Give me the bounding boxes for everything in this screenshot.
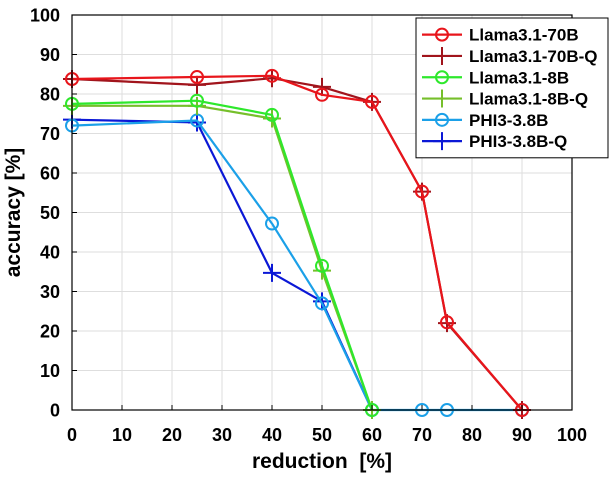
legend-marker (435, 27, 449, 42)
legend-item: Llama3.1-8B-Q (422, 89, 588, 109)
legend-label: Llama3.1-70B (469, 26, 579, 45)
y-tick-label: 0 (50, 401, 60, 421)
series-line (71, 99, 374, 411)
series-line (71, 74, 523, 411)
y-tick-label: 10 (40, 361, 60, 381)
x-tick-label: 50 (312, 425, 332, 445)
data-point (440, 315, 454, 330)
y-tick-label: 60 (40, 164, 60, 184)
x-tick-label: 10 (112, 425, 132, 445)
y-tick-label: 90 (40, 45, 60, 65)
y-tick-label: 70 (40, 124, 60, 144)
legend-item: PHI3-3.8B-Q (422, 132, 567, 151)
data-point (265, 216, 279, 231)
legend-marker (433, 46, 451, 65)
legend-item: Llama3.1-8B (422, 68, 569, 87)
legend-item: Llama3.1-70B-Q (422, 46, 598, 66)
legend-label: PHI3-3.8B (469, 111, 548, 130)
data-point (365, 94, 379, 109)
x-tick-label: 20 (162, 425, 182, 445)
y-tick-label: 40 (40, 243, 60, 263)
legend-box (415, 17, 609, 159)
y-tick-label: 20 (40, 322, 60, 342)
legend-marker (433, 132, 451, 151)
data-point (190, 93, 204, 108)
y-tick-label: 30 (40, 282, 60, 302)
x-tick-label: 70 (412, 425, 432, 445)
data-point (188, 75, 206, 94)
series-llama3-1-70b (65, 68, 529, 417)
tick-labels: 0 10 20 30 40 50 60 70 80 90 100 0 10 20 30 40 50 60 70 80 9… (30, 6, 587, 446)
x-tick-label: 100 (557, 425, 587, 445)
x-tick-label: 30 (212, 425, 232, 445)
x-axis-label: reduction [%] (252, 450, 392, 473)
data-point (315, 87, 329, 102)
legend: Llama3.1-70B Llama3.1-70B-Q Llama3.1-8B Lla… (415, 17, 609, 159)
y-tick-label: 100 (30, 6, 60, 26)
y-axis-label: accuracy [%] (2, 148, 25, 278)
legend-item: Llama3.1-70B (422, 26, 579, 45)
legend-marker (435, 70, 449, 85)
legend-label: Llama3.1-70B-Q (469, 47, 598, 66)
series-group (63, 68, 531, 419)
y-tick-label: 50 (40, 203, 60, 223)
legend-item: PHI3-3.8B (422, 111, 548, 130)
legend-label: Llama3.1-8B-Q (469, 90, 588, 109)
legend-marker (433, 89, 451, 108)
x-tick-label: 90 (512, 425, 532, 445)
data-point (415, 184, 429, 199)
x-tick-label: 0 (67, 425, 77, 445)
legend-marker (435, 112, 449, 127)
legend-label: Llama3.1-8B (469, 68, 569, 87)
data-point (265, 68, 279, 83)
legend-label: PHI3-3.8B-Q (469, 132, 567, 151)
data-point (190, 70, 204, 85)
data-point (265, 107, 279, 122)
data-point (315, 296, 329, 311)
data-point (315, 258, 329, 273)
y-tick-label: 80 (40, 85, 60, 105)
x-tick-label: 80 (462, 425, 482, 445)
data-point (263, 263, 281, 282)
x-tick-label: 40 (262, 425, 282, 445)
data-point (313, 77, 331, 96)
x-tick-label: 60 (362, 425, 382, 445)
